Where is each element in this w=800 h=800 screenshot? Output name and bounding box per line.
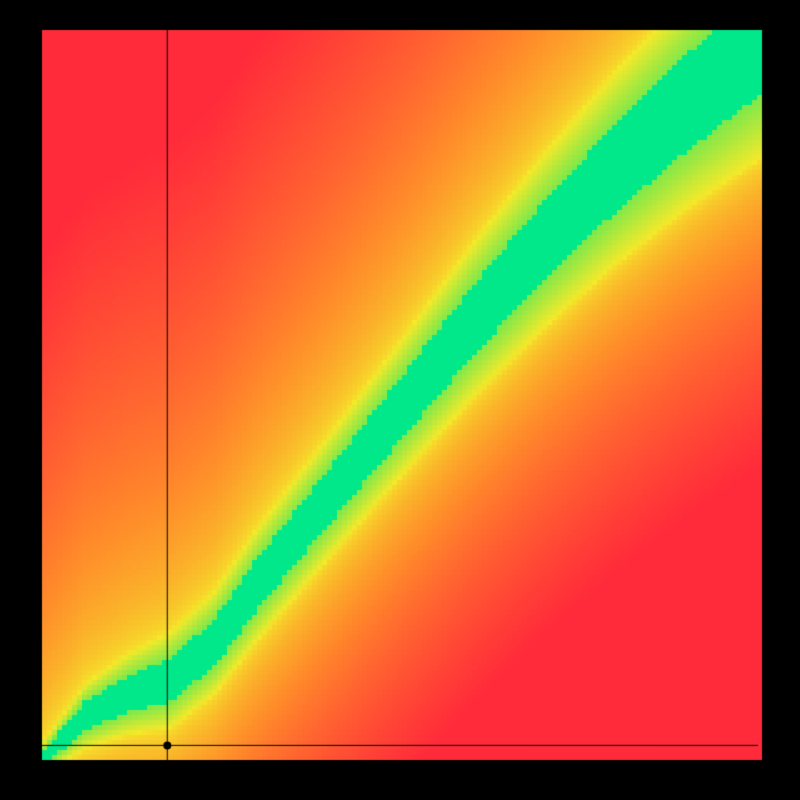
bottleneck-heatmap bbox=[0, 0, 800, 800]
chart-container: TheBottleneck.com bbox=[0, 0, 800, 800]
